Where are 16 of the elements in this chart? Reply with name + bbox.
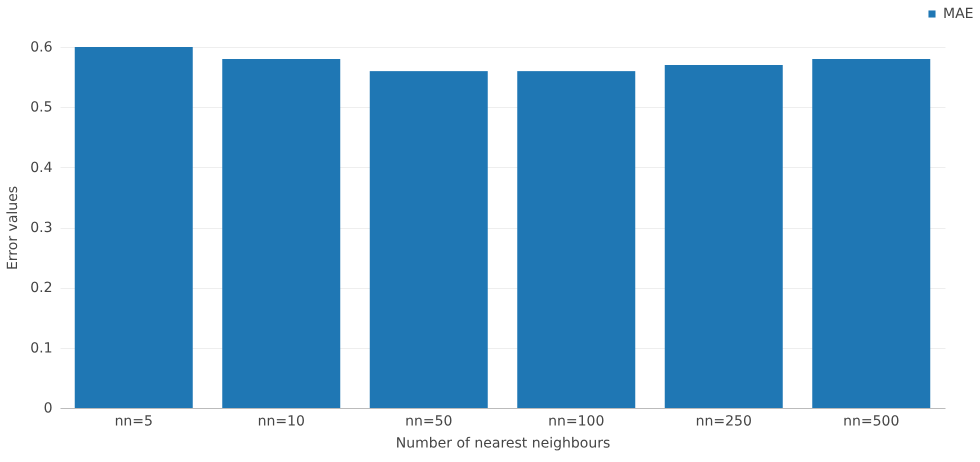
y-tick-label: 0.4 <box>30 160 53 176</box>
y-axis-title: Error values <box>5 186 22 270</box>
y-tick-label: 0.1 <box>30 340 52 356</box>
x-axis-title: Number of nearest neighbours <box>396 436 610 452</box>
x-tick-label: nn=50 <box>405 414 452 430</box>
y-tick-label: 0.6 <box>30 40 53 56</box>
y-tick-label: 0.3 <box>30 220 52 236</box>
y-tick-label: 0 <box>44 400 52 416</box>
x-tick-label: nn=10 <box>258 414 305 430</box>
y-tick-label: 0.5 <box>30 100 52 116</box>
x-tick-label: nn=250 <box>696 414 752 430</box>
x-tick-label: nn=100 <box>548 414 604 430</box>
legend-label: MAE <box>943 6 974 22</box>
y-tick-label: 0.2 <box>30 280 52 296</box>
x-tick-label: nn=5 <box>114 414 153 430</box>
x-tick-label: nn=500 <box>843 414 900 430</box>
